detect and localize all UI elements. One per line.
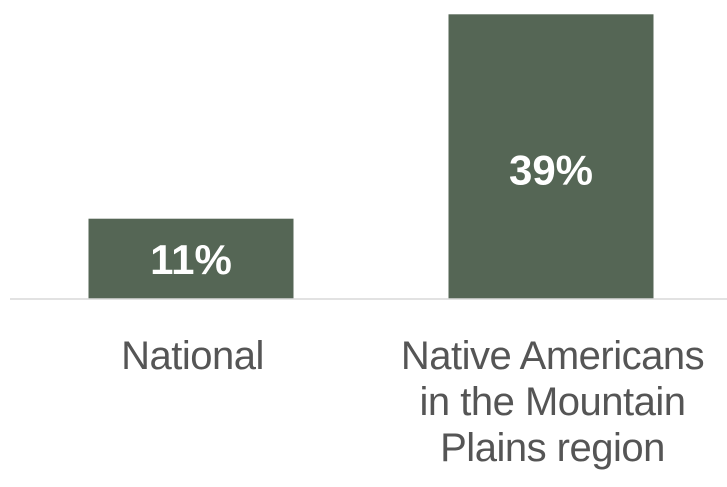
category-label-line: Native Americans — [400, 334, 705, 378]
category-label-line: Plains region — [440, 426, 665, 470]
bars — [88, 14, 654, 300]
bar-national — [88, 218, 294, 299]
category-label-native-americans: Native Americans in the Mountain Plains … — [370, 333, 727, 471]
category-label-national: National — [60, 333, 325, 379]
category-label-line: National — [121, 334, 264, 378]
bar-native-americans — [448, 14, 654, 300]
category-label-line: in the Mountain — [419, 380, 686, 424]
data-label-native-americans: 39% — [509, 146, 593, 193]
data-labels: 11% 39% — [150, 146, 593, 283]
data-label-national: 11% — [150, 236, 232, 283]
